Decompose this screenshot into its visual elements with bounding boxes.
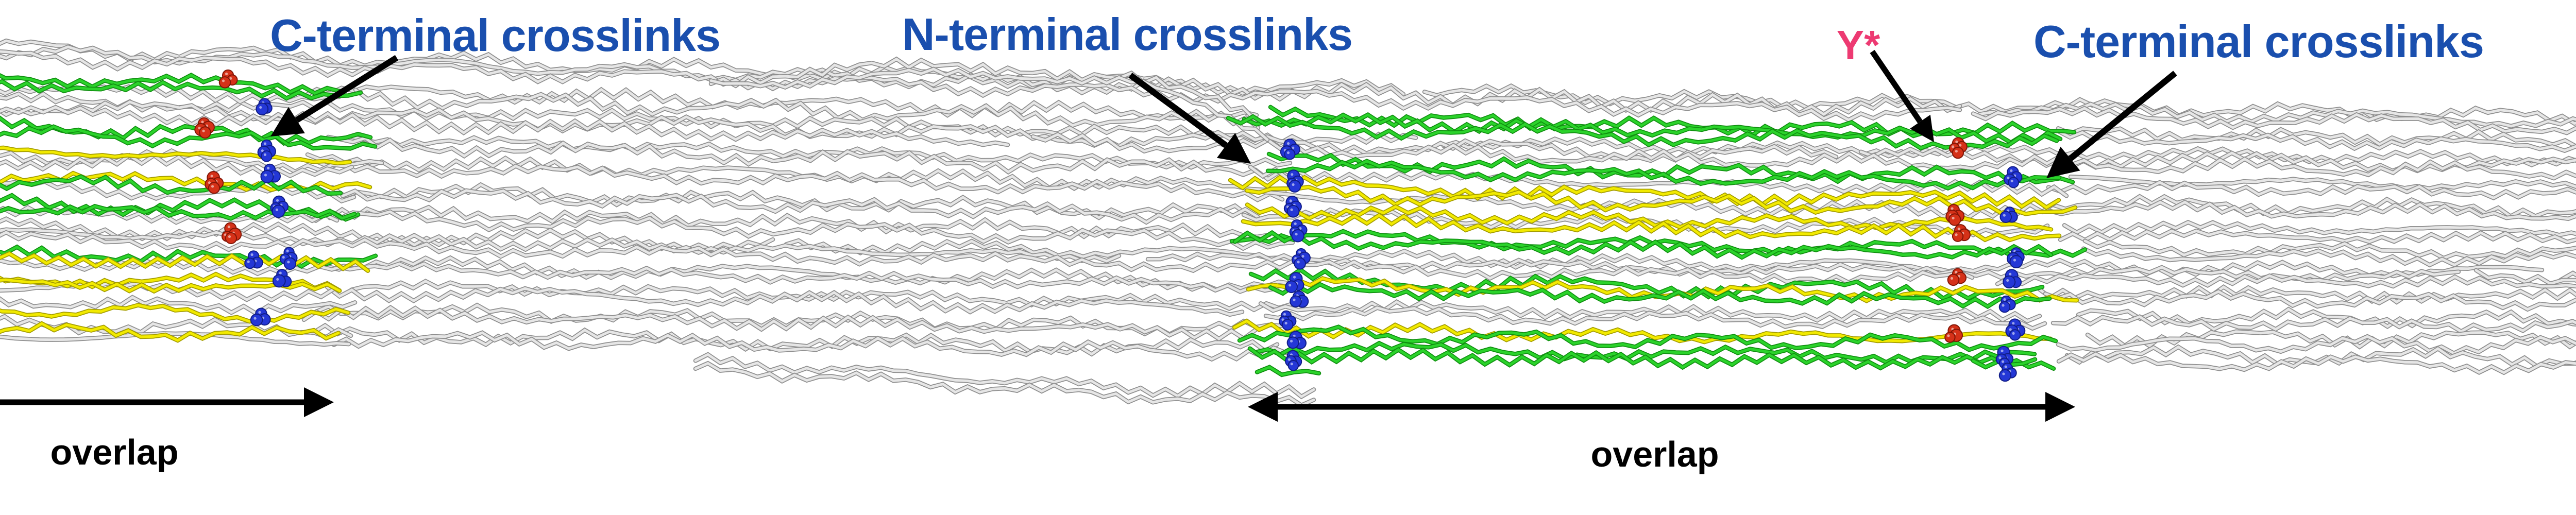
matrix-strands <box>0 38 2576 408</box>
label-overlap-left: overlap <box>50 432 179 472</box>
label-c-terminal-crosslinks-left: C-terminal crosslinks <box>270 10 721 61</box>
overlap-arrow-left <box>0 387 334 417</box>
label-overlap-center: overlap <box>1590 434 1719 474</box>
overlap-arrow-center <box>1248 392 2075 422</box>
label-n-terminal-crosslinks: N-terminal crosslinks <box>902 9 1353 60</box>
annotation-arrow-c-terminal-left <box>270 55 399 136</box>
crosslink-column-c-terminal-center <box>1944 137 2026 382</box>
annotation-arrow-n-terminal <box>1128 73 1251 164</box>
crosslink-column-c-terminal-left <box>194 69 298 327</box>
crosslink-beads <box>194 69 2026 382</box>
crosslink-column-n-terminal-center <box>1279 139 1311 371</box>
label-y-star: Y* <box>1836 22 1880 68</box>
annotation-arrow-c-terminal-right <box>2046 71 2177 178</box>
annotation-arrow-y-star <box>1870 49 1934 142</box>
label-c-terminal-crosslinks-right: C-terminal crosslinks <box>2033 16 2484 67</box>
annotation-arrows <box>0 49 2177 422</box>
